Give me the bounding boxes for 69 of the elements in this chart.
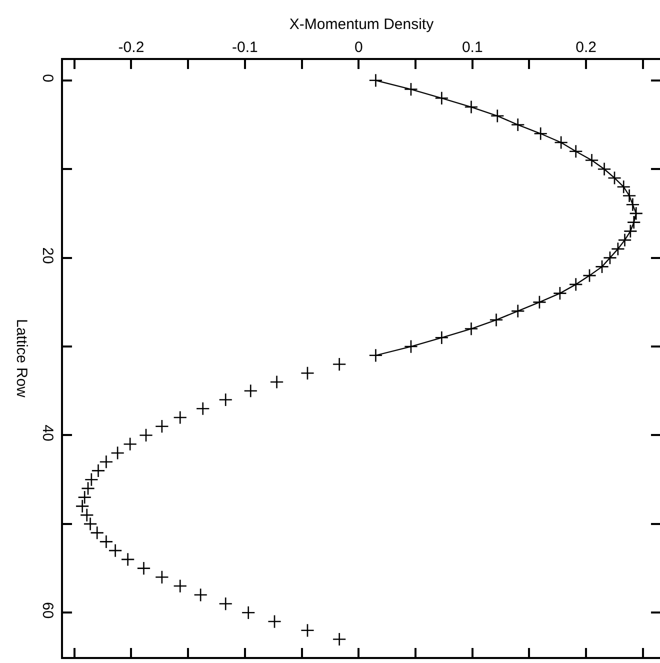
point [626, 198, 640, 212]
point [510, 118, 525, 132]
point [464, 100, 478, 114]
point [568, 144, 583, 158]
point [489, 312, 504, 327]
point [490, 108, 504, 123]
point [300, 366, 314, 380]
y-axis-title: Lattice Row [13, 319, 30, 398]
point [510, 304, 525, 318]
point [154, 570, 169, 584]
x-tick-label: 0.1 [462, 39, 483, 56]
point [434, 330, 449, 345]
x-tick-label: -0.2 [118, 39, 144, 56]
x-tick-label: -0.1 [232, 39, 258, 56]
point [120, 552, 135, 566]
point [196, 402, 210, 416]
point [332, 632, 346, 646]
point [78, 490, 92, 504]
point [99, 534, 114, 549]
point [136, 561, 151, 576]
point [434, 91, 449, 106]
point [618, 233, 632, 248]
point [173, 410, 188, 424]
point [99, 454, 114, 469]
point [218, 596, 233, 611]
y-tick-label: 60 [39, 602, 56, 619]
point [534, 126, 548, 141]
y-tick-label: 20 [39, 247, 56, 264]
point [623, 224, 638, 238]
point [300, 623, 314, 638]
point [554, 136, 568, 150]
point [404, 340, 418, 354]
point [194, 588, 208, 602]
point [108, 544, 122, 558]
point [626, 215, 641, 230]
point [595, 260, 609, 274]
point [139, 428, 153, 442]
point [218, 392, 233, 407]
point [603, 250, 617, 265]
x-tick-label: 0 [354, 39, 363, 56]
point [568, 277, 583, 292]
point [629, 206, 644, 220]
point [244, 384, 258, 398]
point [552, 286, 567, 300]
point [368, 348, 383, 362]
point [173, 579, 188, 593]
point [532, 295, 546, 310]
point [368, 73, 383, 88]
point [610, 242, 625, 256]
point [110, 446, 125, 460]
point [332, 357, 346, 372]
x-tick-label: 0.2 [576, 39, 597, 56]
point [268, 614, 282, 628]
point [81, 482, 95, 496]
point [464, 322, 478, 336]
point [123, 437, 138, 452]
point [582, 268, 596, 283]
y-tick-label: 0 [39, 74, 56, 82]
point [608, 171, 622, 185]
point [241, 606, 256, 620]
point [84, 472, 98, 487]
point [584, 153, 599, 168]
point [91, 464, 106, 478]
y-tick-label: 40 [39, 424, 56, 442]
x-axis-title: X-Momentum Density [289, 16, 434, 33]
point [154, 419, 169, 434]
point [270, 375, 284, 389]
point [404, 82, 418, 96]
point [597, 162, 612, 176]
